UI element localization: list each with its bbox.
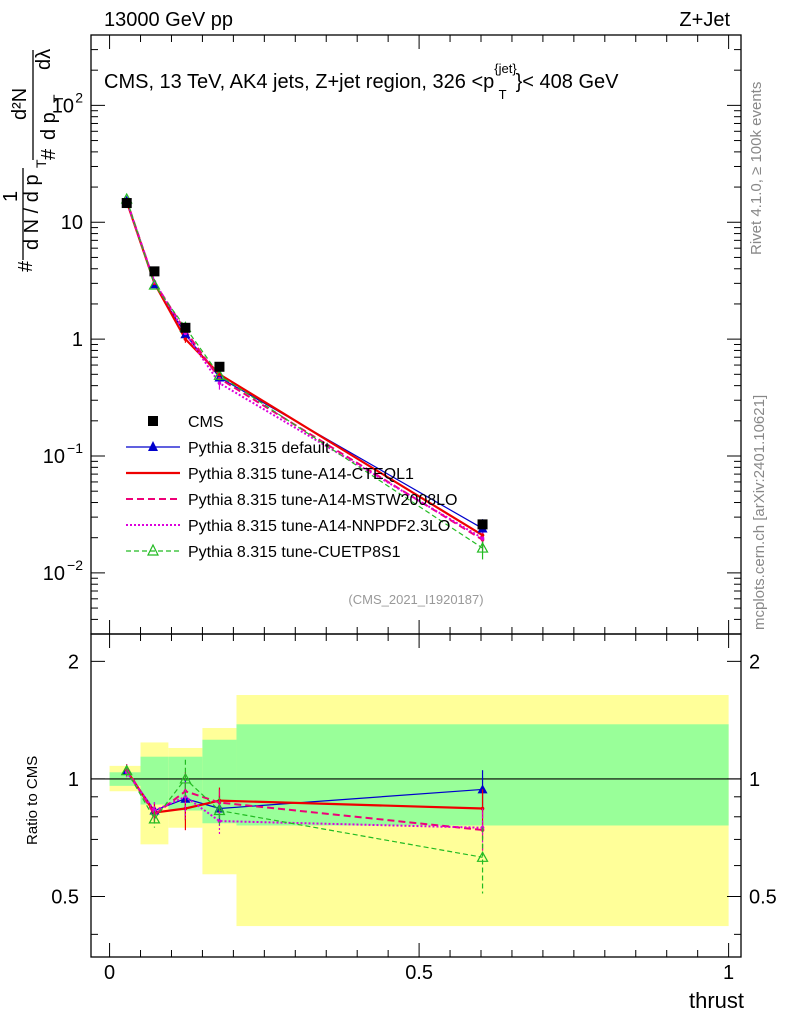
main-marker-nnpdf <box>480 536 485 541</box>
ratio-ytick-label-right: 2 <box>749 651 760 673</box>
header-right: Z+Jet <box>679 9 730 31</box>
xlabel-thrust: thrust <box>689 988 744 1013</box>
ratio-ylabel: Ratio to CMS <box>24 756 41 845</box>
main-ytick-label: 10 <box>43 563 65 585</box>
ratio-marker-mstw <box>217 800 222 805</box>
ratio-marker-nnpdf <box>152 808 157 813</box>
legend-marker-cms <box>148 416 158 426</box>
legend: CMS Pythia 8.315 default Pythia 8.315 tu… <box>126 414 457 561</box>
ratio-marker-cuetp8s1 <box>213 804 226 816</box>
main-series-line-nnpdf <box>125 201 484 540</box>
main-marker-cuetp8s1 <box>148 278 161 290</box>
ylabel-sub-t-2: T <box>50 94 66 103</box>
header-left: 13000 GeV pp <box>104 9 233 31</box>
ratio-xtick-label: 0 <box>104 962 115 984</box>
ratio-ytick-label-left: 0.5 <box>51 887 79 909</box>
ratio-panel: 0.5 0.5 1 1 2 2 0 0.5 1 <box>51 634 777 984</box>
legend-marker-cuetp8s1 <box>147 543 159 556</box>
ratio-xtick-label: 0.5 <box>405 962 433 984</box>
ratio-ytick-label-left: 1 <box>68 769 79 791</box>
main-ytick-label: 10 <box>52 95 74 117</box>
legend-entry-cms: CMS <box>148 414 224 431</box>
legend-entry-mstw: Pythia 8.315 tune-A14-MSTW2008LO <box>126 492 457 509</box>
main-marker-cms <box>121 198 132 209</box>
ylabel-one: 1 <box>0 191 22 202</box>
legend-label-mstw: Pythia 8.315 tune-A14-MSTW2008LO <box>188 492 457 509</box>
main-marker-cteql1 <box>217 372 222 377</box>
legend-label-default: Pythia 8.315 default <box>188 440 330 457</box>
legend-label-cteql1: Pythia 8.315 tune-A14-CTEQL1 <box>188 466 414 483</box>
main-panel: CMS, 13 TeV, AK4 jets, Z+jet region, 326… <box>43 34 741 635</box>
ylabel-hash-1: # <box>15 260 37 272</box>
main-marker-cms <box>149 266 160 277</box>
analysis-id-watermark: (CMS_2021_I1920187) <box>348 592 483 607</box>
legend-entry-nnpdf: Pythia 8.315 tune-A14-NNPDF2.3LO <box>126 518 450 535</box>
ylabel-hash-2: # <box>38 148 60 160</box>
ratio-marker-nnpdf <box>183 794 188 799</box>
ratio-frame <box>90 633 742 958</box>
plot-title: CMS, 13 TeV, AK4 jets, Z+jet region, 326… <box>104 61 619 102</box>
ylabel-d2n: d²N <box>9 88 31 120</box>
main-marker-cms <box>180 322 191 333</box>
main-marker-nnpdf <box>217 381 222 385</box>
main-marker-cuetp8s1 <box>213 369 226 380</box>
main-ytick-exponent: −2 <box>67 557 83 573</box>
legend-label-cms: CMS <box>188 414 224 431</box>
main-ytick-label: 10 <box>43 446 65 468</box>
main-marker-cteql1 <box>183 337 188 341</box>
ratio-marker-nnpdf <box>217 819 222 823</box>
main-ylabel: # d N / d p T 1 # d p T d²N dλ <box>0 49 66 272</box>
legend-entry-cteql1: Pythia 8.315 tune-A14-CTEQL1 <box>126 466 414 483</box>
ratio-marker-cuetp8s1 <box>148 812 161 824</box>
ratio-marker-cuetp8s1 <box>179 772 192 784</box>
ratio-xtick-label: 1 <box>723 962 734 984</box>
legend-entry-cuetp8s1: Pythia 8.315 tune-CUETP8S1 <box>126 543 401 561</box>
ylabel-sub-t-1: T <box>33 159 49 168</box>
main-series-line-mstw <box>125 200 484 541</box>
legend-label-cuetp8s1: Pythia 8.315 tune-CUETP8S1 <box>188 544 401 561</box>
ratio-marker-cuetp8s1 <box>476 851 489 862</box>
rivet-version-label: Rivet 4.1.0, ≥ 100k events <box>748 82 765 255</box>
main-series-line-cteql1 <box>125 201 484 537</box>
main-marker-cms <box>214 361 225 372</box>
ratio-ytick-label-right: 1 <box>749 769 760 791</box>
mcplots-label: mcplots.cern.ch [arXiv:2401.10621] <box>751 395 768 630</box>
main-ytick-exponent: 2 <box>75 89 83 105</box>
main-marker-cms <box>477 519 488 530</box>
ylabel-dpt: d p <box>38 112 60 140</box>
ylabel-dn-dpt: d N / d p <box>21 174 43 250</box>
legend-entry-default: Pythia 8.315 default <box>126 440 330 457</box>
main-marker-cteql1 <box>480 533 485 538</box>
ylabel-dlambda: dλ <box>33 49 55 70</box>
legend-marker-default <box>148 441 158 451</box>
main-ytick-exponent: −1 <box>67 440 83 456</box>
ratio-ytick-label-right: 0.5 <box>749 887 777 909</box>
ratio-marker-cuetp8s1 <box>120 764 133 776</box>
main-series-line-cuetp8s1 <box>126 198 483 549</box>
legend-label-nnpdf: Pythia 8.315 tune-A14-NNPDF2.3LO <box>188 518 450 535</box>
ratio-ytick-label-left: 2 <box>68 651 79 673</box>
main-ytick-label: 10 <box>61 212 83 234</box>
main-marker-cuetp8s1 <box>476 541 489 553</box>
ratio-marker-default <box>477 784 488 794</box>
main-ytick-label: 1 <box>72 329 83 351</box>
